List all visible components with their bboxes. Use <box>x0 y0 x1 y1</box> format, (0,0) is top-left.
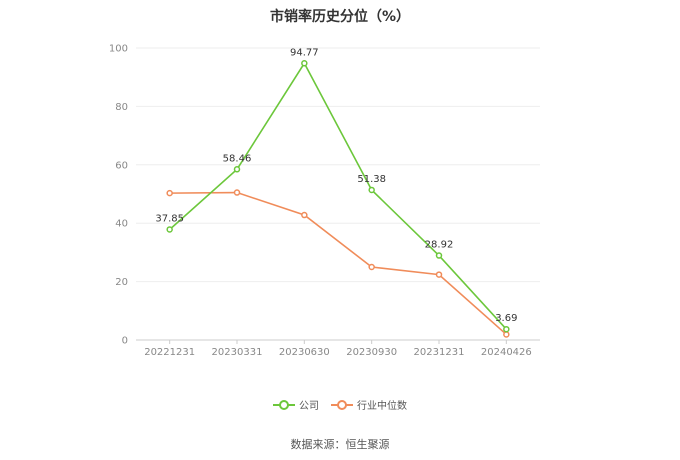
legend-swatch-icon <box>331 399 353 410</box>
data-label: 28.92 <box>425 240 454 251</box>
series-line-0 <box>169 61 507 330</box>
data-point[interactable] <box>166 226 173 233</box>
x-tick-label: 20230331 <box>212 347 263 358</box>
x-tick-label: 20230930 <box>346 347 397 358</box>
legend-label: 行业中位数 <box>357 401 407 412</box>
legend-label: 公司 <box>299 401 319 412</box>
data-point[interactable] <box>368 186 375 194</box>
data-point[interactable] <box>233 189 241 196</box>
data-point[interactable] <box>503 325 510 333</box>
y-tick-label: 100 <box>109 44 128 55</box>
data-point[interactable] <box>503 331 510 338</box>
data-label: 94.77 <box>290 47 319 58</box>
legend-item-1[interactable]: 行业中位数 <box>331 397 407 412</box>
x-tick-label: 20231231 <box>414 347 465 358</box>
chart-title: 市销率历史分位（%） <box>269 9 411 25</box>
data-point[interactable] <box>301 60 308 67</box>
series-line-1 <box>169 191 507 336</box>
data-label: 3.69 <box>495 313 517 324</box>
y-tick-label: 60 <box>115 160 128 171</box>
x-tick-label: 20221231 <box>144 347 195 358</box>
data-source: 数据来源：恒生聚源 <box>290 438 390 451</box>
data-point[interactable] <box>435 271 443 278</box>
data-point[interactable] <box>166 189 173 197</box>
legend-swatch-icon <box>273 399 295 410</box>
x-tick-label: 20230630 <box>279 347 330 358</box>
legend-item-0[interactable]: 公司 <box>273 397 319 412</box>
data-label: 58.46 <box>223 153 252 164</box>
data-point[interactable] <box>368 263 375 271</box>
y-tick-label: 80 <box>115 102 128 113</box>
y-tick-label: 0 <box>122 336 128 347</box>
y-tick-label: 20 <box>115 277 128 288</box>
data-point[interactable] <box>233 166 241 173</box>
data-point[interactable] <box>301 211 308 219</box>
x-tick-label: 20240426 <box>481 347 532 358</box>
y-tick-label: 40 <box>115 219 128 230</box>
legend: 公司 行业中位数 <box>0 397 680 413</box>
data-point[interactable] <box>435 252 443 259</box>
data-label: 51.38 <box>357 174 386 185</box>
data-label: 37.85 <box>155 213 184 224</box>
